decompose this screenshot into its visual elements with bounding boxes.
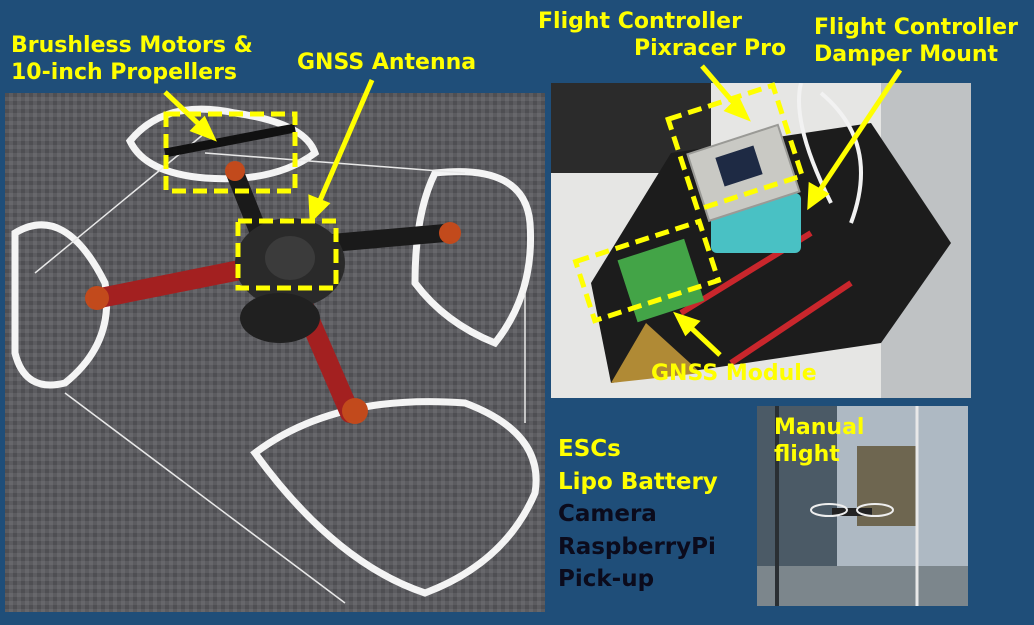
manual-flight-label: Manual flight xyxy=(774,414,864,468)
flight-controller-label: Flight Controller Pixracer Pro xyxy=(538,8,786,62)
flight-controller-label-line2: Pixracer Pro xyxy=(634,36,787,61)
components-list: ESCs Lipo Battery Camera RaspberryPi Pic… xyxy=(558,433,718,596)
damper-mount-label: Flight Controller Damper Mount xyxy=(814,14,1018,68)
manual-flight-photo xyxy=(757,406,968,606)
component-item-lipo-battery: Lipo Battery xyxy=(558,468,718,495)
damper-mount-label-line1: Flight Controller xyxy=(814,15,1018,40)
component-item-pick-up: Pick-up xyxy=(558,566,655,592)
brushless-motors-label: Brushless Motors & 10-inch Propellers xyxy=(11,32,253,86)
flight-controller-photo xyxy=(551,83,971,398)
brushless-motors-label-line1: Brushless Motors & xyxy=(11,33,253,58)
component-item-escs: ESCs xyxy=(558,436,621,462)
flight-controller-label-line1: Flight Controller xyxy=(538,9,742,34)
damper-mount-label-line2: Damper Mount xyxy=(814,42,999,67)
component-item-raspberrypi: RaspberryPi xyxy=(558,533,716,560)
gnss-module-label: GNSS Module xyxy=(651,361,817,386)
component-item-camera: Camera xyxy=(558,501,657,527)
manual-flight-label-line1: Manual xyxy=(774,415,865,440)
brushless-motors-label-line2: 10-inch Propellers xyxy=(11,60,238,85)
manual-flight-label-line2: flight xyxy=(774,442,840,467)
gnss-antenna-label: GNSS Antenna xyxy=(297,50,477,75)
drone-photo xyxy=(5,93,545,612)
